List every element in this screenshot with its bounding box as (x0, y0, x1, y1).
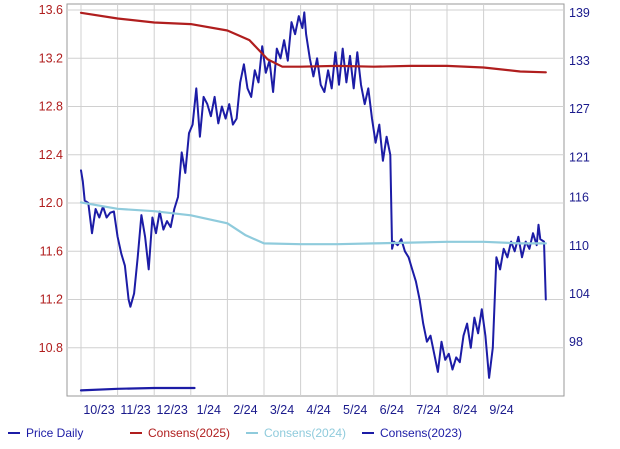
left-tick-label: 10.8 (39, 341, 63, 355)
legend-item-consens-2023: Consens(2023) (362, 426, 462, 440)
legend-swatch-price-daily (8, 432, 20, 434)
x-tick-label: 10/23 (83, 403, 114, 417)
legend-item-consens-2025: Consens(2025) (130, 426, 230, 440)
legend-label-consens-2025: Consens(2025) (148, 426, 231, 440)
right-tick-label: 98 (569, 335, 583, 349)
grid-vertical (80, 4, 485, 396)
legend-item-price-daily: Price Daily (8, 426, 83, 440)
legend: Price Daily Consens(2025) Consens(2024) … (8, 426, 618, 442)
left-tick-label: 12.4 (39, 148, 63, 162)
left-tick-label: 12.0 (39, 196, 63, 210)
legend-item-consens-2024: Consens(2024) (246, 426, 346, 440)
series-layer (79, 11, 547, 392)
legend-swatch-consens-2025 (130, 432, 142, 434)
legend-swatch-consens-2023 (362, 432, 374, 434)
x-tick-label: 9/24 (489, 403, 513, 417)
right-tick-label: 110 (569, 239, 589, 253)
x-tick-label: 6/24 (380, 403, 404, 417)
x-tick-label: 7/24 (416, 403, 440, 417)
series-line-consens-2025 (79, 11, 547, 74)
right-tick-label: 133 (569, 54, 590, 68)
left-tick-label: 12.8 (39, 100, 63, 114)
series-line-consens-2024 (79, 201, 547, 246)
x-tick-label: 2/24 (233, 403, 257, 417)
left-tick-label: 11.2 (40, 293, 63, 307)
legend-label-consens-2023: Consens(2023) (380, 426, 463, 440)
right-tick-label: 104 (569, 287, 590, 301)
series-line-price-daily (80, 11, 547, 379)
x-tick-label: 8/24 (453, 403, 477, 417)
right-tick-label: 139 (569, 6, 590, 20)
left-axis-ticks: 10.8 11.2 11.6 12.0 12.4 12.8 13.2 13.6 (39, 3, 63, 355)
x-tick-label: 12/23 (157, 403, 188, 417)
grid-horizontal (67, 9, 564, 349)
x-axis-ticks: 10/23 11/23 12/23 1/24 2/24 3/24 4/24 5/24 6/24 7… (83, 403, 513, 417)
series-line-consens-2023 (79, 386, 196, 392)
legend-label-consens-2024: Consens(2024) (264, 426, 347, 440)
x-tick-label: 11/23 (120, 403, 150, 417)
legend-swatch-consens-2024 (246, 432, 258, 434)
right-axis-ticks: 98 104 110 116 121 127 133 139 (569, 6, 590, 349)
x-tick-label: 4/24 (306, 403, 330, 417)
left-tick-label: 13.6 (39, 3, 63, 17)
x-tick-label: 5/24 (343, 403, 367, 417)
left-tick-label: 11.6 (40, 244, 63, 258)
legend-label-price-daily: Price Daily (26, 426, 84, 440)
right-tick-label: 127 (569, 102, 590, 116)
left-tick-label: 13.2 (39, 51, 63, 65)
x-tick-label: 3/24 (270, 403, 294, 417)
right-tick-label: 116 (569, 191, 589, 205)
x-tick-label: 1/24 (197, 403, 221, 417)
right-tick-label: 121 (569, 150, 590, 164)
